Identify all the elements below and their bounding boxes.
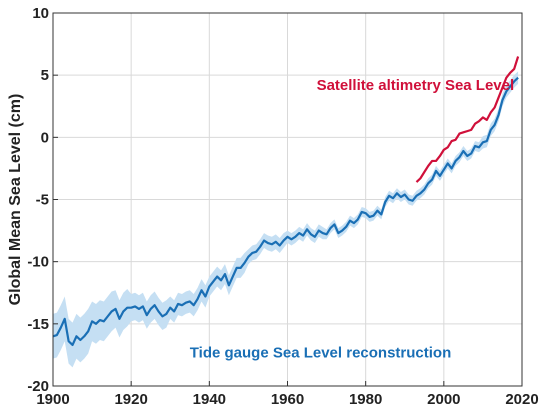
x-tick-label: 1940 bbox=[193, 391, 226, 408]
x-tick-label: 1900 bbox=[36, 391, 69, 408]
x-tick-label: 1980 bbox=[349, 391, 382, 408]
x-tick-label: 2020 bbox=[505, 391, 538, 408]
x-tick-label: 2000 bbox=[427, 391, 460, 408]
y-tick-label: -15 bbox=[27, 316, 49, 333]
series-line-0 bbox=[52, 76, 519, 347]
series-line-layer bbox=[52, 56, 520, 347]
y-tick-label: 5 bbox=[41, 67, 49, 84]
y-axis-label: Global Mean Sea Level (cm) bbox=[7, 94, 24, 306]
x-axis-ticks: 1900 1920 1940 1960 1980 2000 2020 bbox=[36, 381, 539, 408]
y-tick-label: 0 bbox=[41, 129, 49, 146]
x-tick-label: 1920 bbox=[114, 391, 147, 408]
annotation-0: Satellite altimetry Sea Level bbox=[317, 77, 515, 94]
x-tick-label: 1960 bbox=[271, 391, 304, 408]
y-axis-ticks: -20 -15 -10 -5 0 5 10 bbox=[27, 5, 58, 395]
y-tick-label: 10 bbox=[32, 5, 49, 22]
y-tick-label: -20 bbox=[27, 378, 49, 395]
annotations: Satellite altimetry Sea Level Tide gauge … bbox=[190, 77, 514, 361]
uncertainty-band-0 bbox=[53, 71, 519, 368]
series-line-1 bbox=[415, 56, 520, 183]
y-tick-label: -10 bbox=[27, 254, 49, 271]
y-tick-label: -5 bbox=[36, 192, 49, 209]
annotation-1: Tide gauge Sea Level reconstruction bbox=[190, 344, 451, 361]
uncertainty-band-layer bbox=[53, 71, 519, 368]
